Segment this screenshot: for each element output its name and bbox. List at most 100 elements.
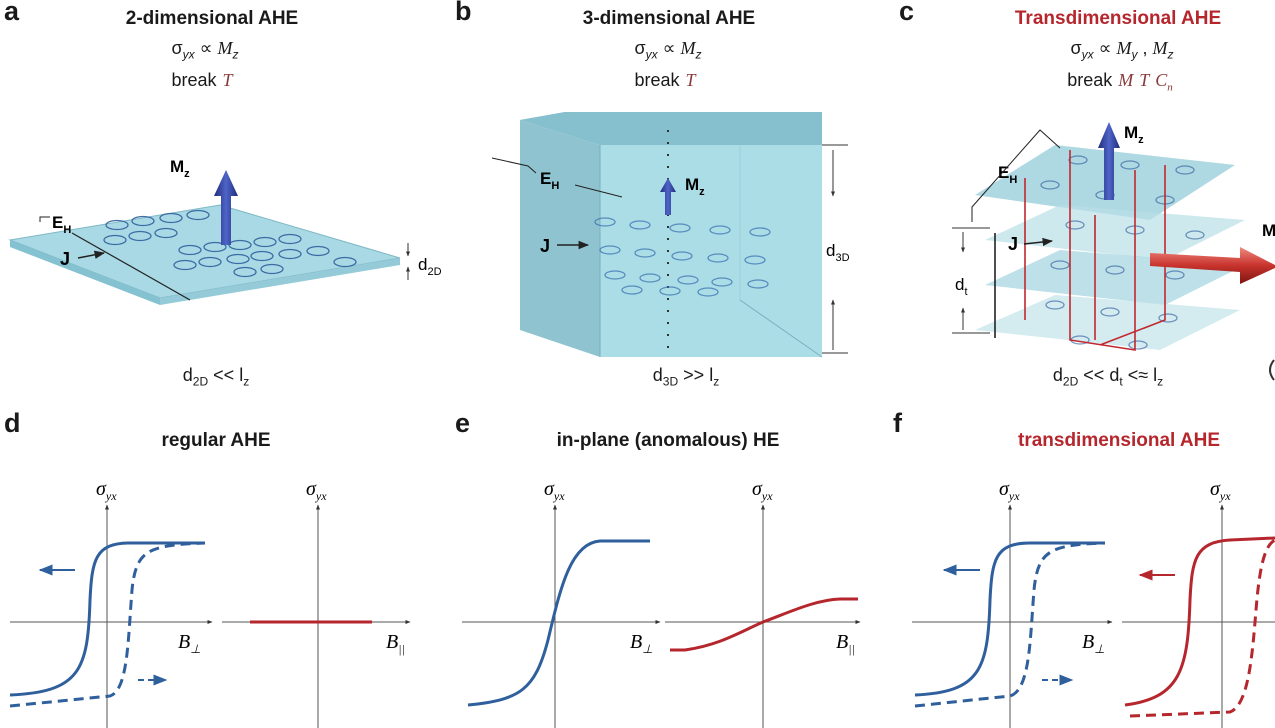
- cond-relation: >>: [683, 365, 705, 385]
- panel-d-title: regular AHE: [161, 430, 271, 451]
- electron-loop: [131, 215, 155, 227]
- eh-label-a: EH: [52, 213, 71, 236]
- electron-loop: [178, 244, 202, 256]
- electron-loop: [671, 251, 693, 261]
- cond-relation-2: <≈: [1127, 365, 1149, 385]
- panel-f-title: transdimensional AHE: [1017, 430, 1221, 451]
- cond-d-sub: 2D: [1062, 374, 1079, 389]
- cond-l-sub: z: [1157, 374, 1164, 389]
- magnetization-y-symbol: M: [1116, 38, 1132, 58]
- j-label-b: J: [540, 236, 550, 256]
- electron-loop: [749, 227, 771, 237]
- cond-mid-d-sub: t: [1119, 374, 1123, 389]
- cube-front: [600, 145, 822, 357]
- panel-letter-f: f: [893, 408, 902, 438]
- cube-top-face: [520, 112, 822, 145]
- sigma-symbol: σ: [171, 38, 183, 58]
- panel-c-formula: σyx ∝ My , Mz: [1070, 38, 1174, 62]
- electron-loop: [629, 220, 651, 230]
- proportional-symbol: ∝: [662, 38, 676, 58]
- panel-c-layers-illustration: Mz EH J dt M: [952, 122, 1275, 381]
- magnetization-z-symbol: M: [1152, 38, 1168, 58]
- electron-loop: [594, 217, 616, 227]
- electron-loop: [697, 287, 719, 297]
- cond-d: d: [182, 365, 193, 385]
- mz-arrow-c: [1098, 122, 1120, 200]
- hysteresis-solid-red-f: [1124, 536, 1275, 707]
- cond-relation: <<: [213, 365, 235, 385]
- electron-loops-a: [103, 209, 357, 278]
- break-label: break: [171, 70, 217, 90]
- x-label-f1: B⊥: [1082, 631, 1105, 656]
- layer-4: [975, 295, 1240, 350]
- electron-loop: [1105, 265, 1125, 275]
- x-label-e2: B||: [836, 631, 855, 656]
- electron-loop: [747, 279, 769, 289]
- y-label-e1: σyx: [544, 478, 565, 503]
- proportional-symbol: ∝: [199, 38, 213, 58]
- panel-c-title: Transdimensional AHE: [1014, 8, 1222, 29]
- electron-loop: [677, 275, 699, 285]
- electron-loop: [250, 250, 274, 262]
- electron-loop: [278, 233, 302, 245]
- eh-pointer-b: [574, 184, 623, 198]
- slab-side: [160, 258, 400, 305]
- s-curve-e: [467, 539, 650, 707]
- magnetization-subscript: z: [232, 47, 239, 62]
- break-label: break: [634, 70, 680, 90]
- electron-loop: [604, 270, 626, 280]
- panel-b-cube-illustration: Mz EH J d3D: [491, 112, 850, 358]
- broken-symmetry-c-subscript: n: [1167, 81, 1173, 94]
- layer-2: [985, 205, 1245, 260]
- panel-f-plots: σyx B⊥ σyx: [912, 478, 1275, 728]
- bracket-glyph: [1269, 359, 1275, 381]
- electron-loop: [105, 219, 129, 231]
- broken-symmetry-c: C: [1155, 70, 1168, 90]
- cond-l: l: [1153, 365, 1158, 385]
- eh-bracket-c: [971, 129, 1061, 222]
- panel-letter-e: e: [455, 408, 471, 438]
- mz-label-b: Mz: [685, 175, 705, 198]
- sigma-subscript: yx: [182, 47, 195, 62]
- electron-loop: [707, 253, 729, 263]
- cond-relation-1: <<: [1083, 365, 1105, 385]
- j-label-c: J: [1008, 234, 1018, 254]
- panel-a-formula: σyx ∝ Mz: [172, 38, 239, 62]
- in-plane-mag-arrow: [1150, 247, 1275, 284]
- panel-a-break: break T: [171, 70, 232, 91]
- electron-loop: [1050, 260, 1070, 270]
- electron-loop: [186, 209, 210, 221]
- electron-loops-b: [594, 217, 771, 297]
- cond-d: d: [1052, 365, 1063, 385]
- broken-symmetry-t: T: [1139, 70, 1150, 90]
- y-label-d1: σyx: [96, 478, 117, 503]
- panel-a-condition: d2D << lz: [183, 365, 249, 389]
- panel-b-condition: d3D >> lz: [653, 365, 719, 389]
- panel-b-title: 3-dimensional AHE: [582, 8, 756, 29]
- mz-label-c: Mz: [1124, 123, 1144, 146]
- j-arrow-a: [77, 250, 106, 259]
- sigma-subscript: yx: [1081, 47, 1094, 62]
- mz-arrow-b: [660, 178, 676, 215]
- electron-loop: [1045, 300, 1065, 310]
- y-label-d2: σyx: [306, 478, 327, 503]
- hysteresis-dashed-d: [9, 541, 206, 708]
- electron-loop: [226, 253, 250, 265]
- panel-letter-b: b: [455, 0, 472, 26]
- cond-d: d: [652, 365, 663, 385]
- eh-label-c: EH: [998, 163, 1017, 186]
- cube-inner-edge: [739, 299, 823, 358]
- electron-loop: [634, 248, 656, 258]
- eh-bracket-a: [39, 216, 50, 222]
- linear-curve-e: [670, 597, 858, 652]
- electron-loop: [659, 286, 681, 296]
- cond-d-sub: 2D: [192, 374, 209, 389]
- edge-current-loops: [1024, 150, 1166, 351]
- mz-arrow-a: [214, 170, 238, 245]
- panel-c-condition: d2D << dt <≈ lz: [1053, 365, 1163, 389]
- electron-loop: [154, 227, 178, 239]
- electron-loop: [159, 212, 183, 224]
- electron-loop: [744, 255, 766, 265]
- panel-c-break: break M T Cn: [1067, 70, 1173, 94]
- side-mag-label-c: M: [1262, 221, 1275, 240]
